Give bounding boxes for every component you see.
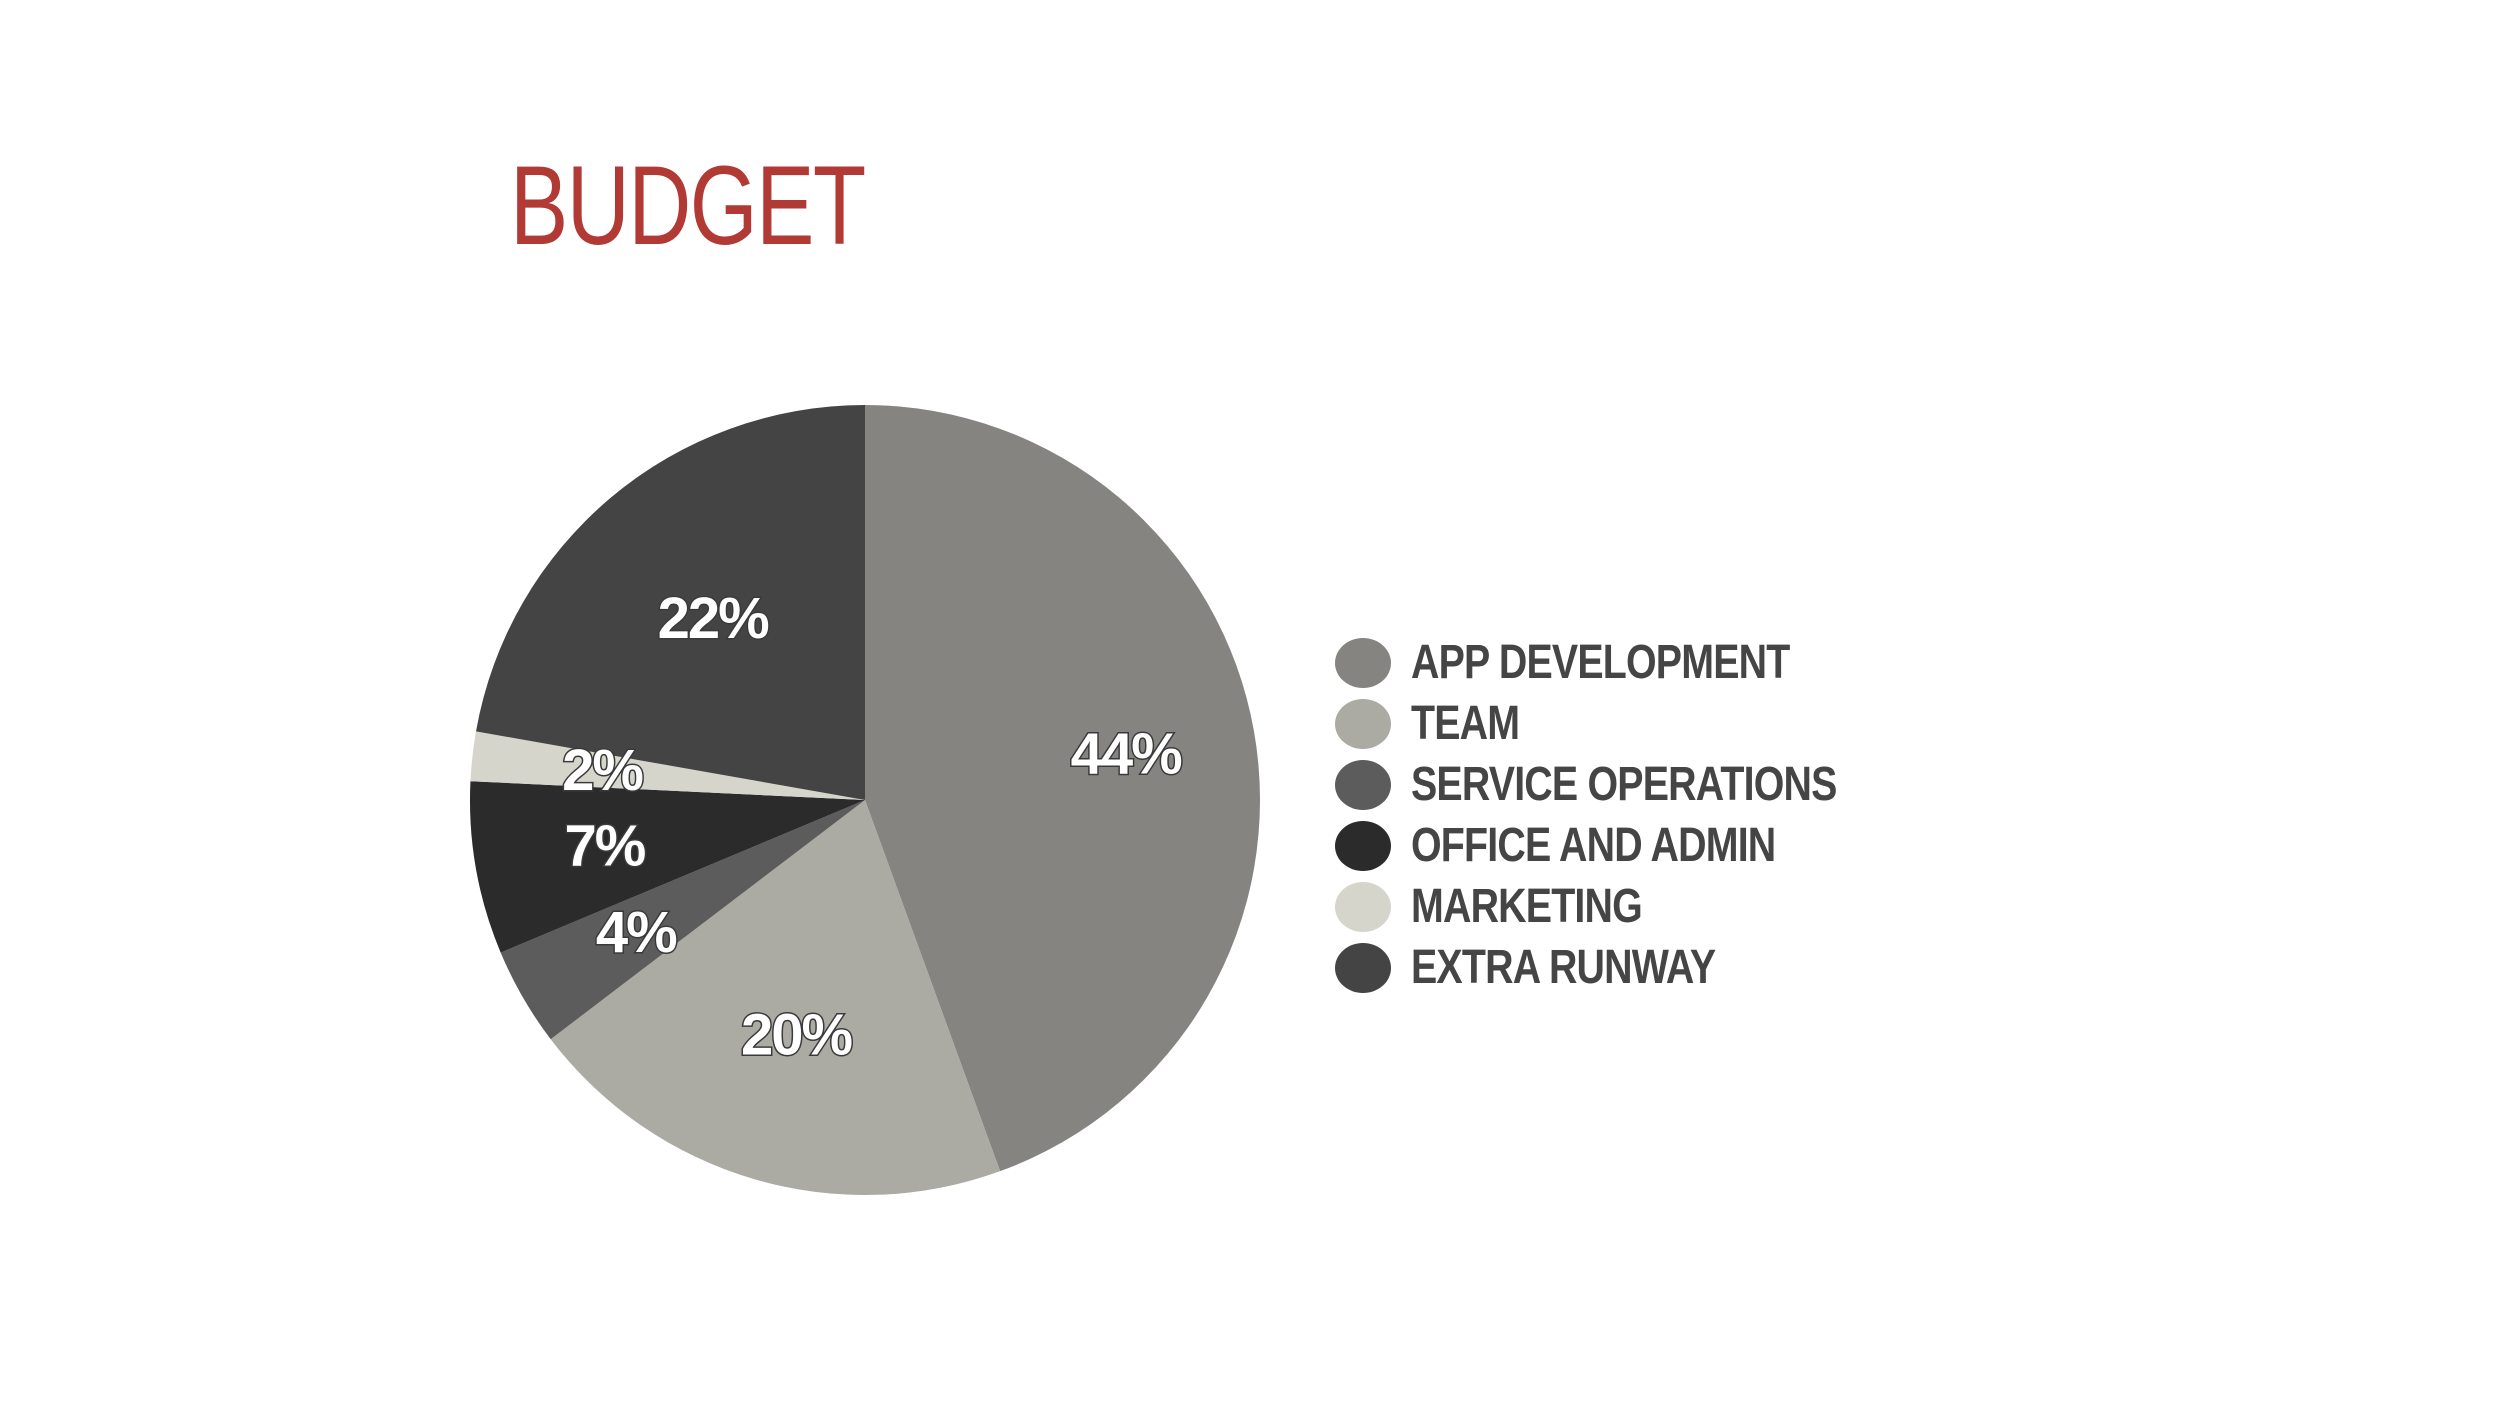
legend-item-team: TEAM — [1335, 693, 1930, 754]
legend-item-app-development: APP DEVELOPMENT — [1335, 632, 1930, 693]
pie-slice-marketing — [470, 731, 865, 800]
legend-swatch-icon — [1335, 942, 1391, 993]
legend-swatch-icon — [1335, 759, 1391, 810]
pie-slice-office-and-admin — [469, 781, 865, 953]
pie-slice-team — [550, 800, 1001, 1195]
legend-label: TEAM — [1411, 697, 1520, 750]
legend-label: OFFICE AND ADMIN — [1411, 819, 1776, 872]
pie-label-marketing: 2% — [562, 738, 643, 803]
pie-slice-extra-runway — [476, 405, 865, 800]
pie-label-app-development: 44% — [1071, 722, 1183, 787]
legend-swatch-icon — [1335, 820, 1391, 871]
pie-slice-service-operations — [500, 800, 865, 1040]
legend-swatch-icon — [1335, 637, 1391, 688]
chart-legend: APP DEVELOPMENT TEAM SERVICE OPERATIONS OFF… — [1335, 632, 1930, 998]
legend-label: MARKETING — [1411, 880, 1643, 933]
pie-label-service-operations: 4% — [596, 900, 677, 965]
legend-swatch-icon — [1335, 881, 1391, 932]
pie-slices — [469, 405, 1260, 1195]
pie-label-extra-runway: 22% — [658, 586, 770, 651]
legend-item-office-and-admin: OFFICE AND ADMIN — [1335, 815, 1930, 876]
legend-label: SERVICE OPERATIONS — [1411, 758, 1837, 811]
pie-label-office-and-admin: 7% — [564, 813, 645, 878]
pie-label-team: 20% — [741, 1002, 853, 1067]
legend-item-marketing: MARKETING — [1335, 876, 1930, 937]
pie-slice-app-development — [865, 405, 1260, 1172]
legend-swatch-icon — [1335, 698, 1391, 749]
legend-label: EXTRA RUNWAY — [1411, 941, 1716, 994]
pie-slice-labels: 44% 20% 4% 7% 2% 22% — [561, 584, 1186, 1069]
chart-title: BUDGET — [510, 143, 866, 268]
legend-item-service-operations: SERVICE OPERATIONS — [1335, 754, 1930, 815]
legend-item-extra-runway: EXTRA RUNWAY — [1335, 937, 1930, 998]
legend-label: APP DEVELOPMENT — [1411, 636, 1790, 689]
